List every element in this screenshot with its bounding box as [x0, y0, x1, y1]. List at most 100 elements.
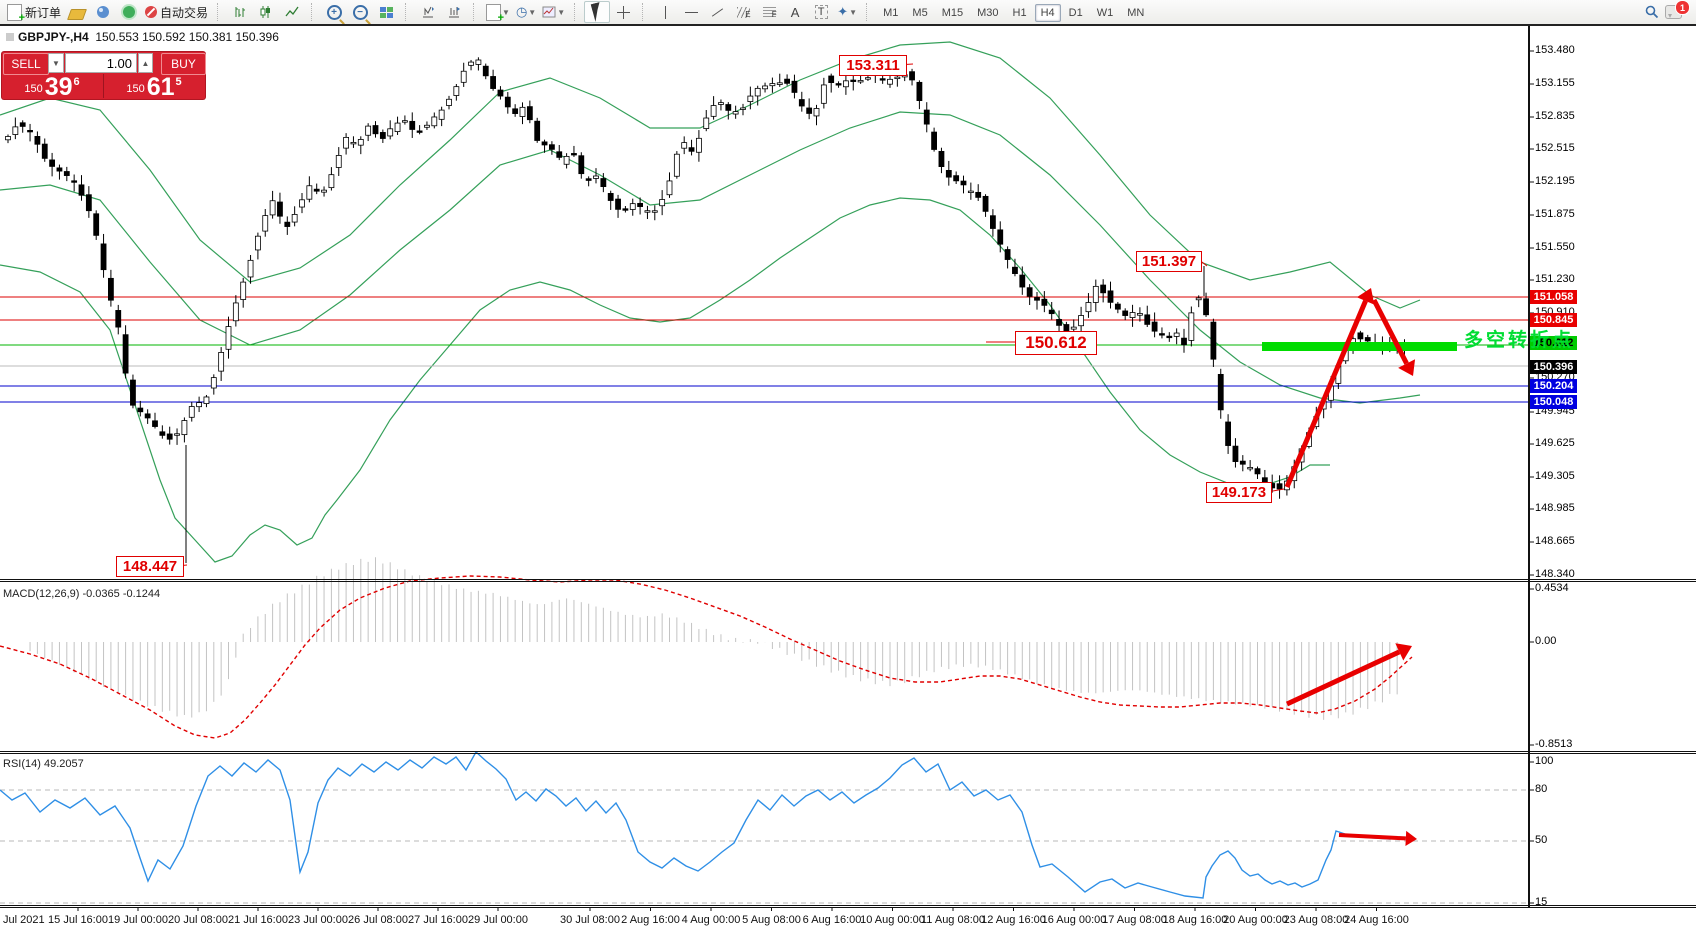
- zoom-out-button[interactable]: −: [347, 1, 373, 23]
- tf-button-M1[interactable]: M1: [883, 7, 899, 19]
- fibonacci-tool-button[interactable]: F: [756, 1, 782, 23]
- time-axis-label: 17 Aug 08:00: [1102, 914, 1167, 926]
- price-tick: 151.230: [1535, 273, 1575, 285]
- auto-trading-button[interactable]: 自动交易: [142, 1, 211, 23]
- line-chart-mode-button[interactable]: [279, 1, 305, 23]
- label-tool-button[interactable]: T: [808, 1, 834, 23]
- search-button[interactable]: [1639, 1, 1665, 23]
- price-tick: 149.625: [1535, 437, 1575, 449]
- cursor-tool-button[interactable]: [584, 1, 611, 23]
- chart-shift-button[interactable]: [415, 1, 441, 23]
- crosshair-tool-button[interactable]: [610, 1, 636, 23]
- tf-button-MN[interactable]: MN: [1127, 7, 1145, 19]
- fibonacci-icon: F: [762, 6, 777, 19]
- tf-button-D1[interactable]: D1: [1068, 7, 1083, 19]
- tf-button-M5[interactable]: M5: [912, 7, 928, 19]
- tf-button-H1[interactable]: H1: [1012, 7, 1027, 19]
- rsi-tick: 15: [1535, 896, 1548, 908]
- signal-icon: [123, 6, 136, 18]
- candlestick-icon: [260, 6, 271, 18]
- time-axis-label: 12 Aug 16:00: [981, 914, 1046, 926]
- tf-button-H4[interactable]: H4: [1034, 4, 1061, 22]
- accounts-button[interactable]: [90, 1, 116, 23]
- price-tick: 150.270: [1535, 371, 1575, 383]
- chart-shift-icon: [423, 6, 435, 18]
- chevron-up-icon: ▲: [141, 58, 150, 68]
- person-icon: [97, 6, 110, 18]
- chevron-down-icon: ▼: [502, 7, 510, 17]
- chevron-down-icon: ▼: [849, 7, 858, 17]
- tf-button-M30[interactable]: M30: [977, 7, 999, 19]
- time-axis-label: 2 Aug 16:00: [621, 914, 680, 926]
- auto-trading-label: 自动交易: [160, 5, 209, 20]
- hline-tool-button[interactable]: [678, 1, 704, 23]
- tf-button-W1[interactable]: W1: [1096, 7, 1114, 19]
- price-badge: 150.048: [1530, 395, 1577, 409]
- time-axis-label: 30 Jul 08:00: [560, 914, 620, 926]
- buy-button[interactable]: BUY: [161, 53, 206, 75]
- new-order-label: 新订单: [25, 5, 62, 20]
- period-button[interactable]: ◷ ▼: [513, 1, 539, 23]
- template-icon: [542, 6, 556, 18]
- one-click-trading-panel: SELL ▼ 1.00 ▲ BUY 150 39 6 150 61 5: [2, 52, 206, 101]
- turning-point-bar[interactable]: [1262, 342, 1457, 351]
- price-badge: 150.845: [1530, 313, 1577, 327]
- auto-trading-icon: [145, 6, 158, 18]
- tf-button-M15[interactable]: M15: [941, 7, 964, 19]
- trend-arrows: [1284, 288, 1417, 847]
- arrows-tool-button[interactable]: ✦ ▼: [834, 1, 860, 23]
- clock-icon: ◷: [515, 4, 528, 19]
- toolbar-separator: [473, 3, 479, 21]
- price-tick: 148.985: [1535, 502, 1575, 514]
- macd-signal-line: [0, 575, 1413, 739]
- label-tool-icon: T: [814, 5, 828, 19]
- tile-windows-icon: [379, 6, 393, 18]
- lot-increase-button[interactable]: ▲: [138, 53, 153, 73]
- rsi-gridlines: [0, 789, 1528, 904]
- price-tick: 153.155: [1535, 77, 1575, 89]
- price-tick: 151.550: [1535, 241, 1575, 253]
- vline-tool-button[interactable]: [652, 1, 678, 23]
- rsi-label: RSI(14) 49.2057: [3, 758, 84, 770]
- timeframe-toolbar: M1 M5 M15 M30 H1 H4 D1 W1 MN: [876, 3, 1151, 22]
- channel-tool-button[interactable]: E: [730, 1, 756, 23]
- horizontal-level-lines[interactable]: [0, 296, 1528, 403]
- zoom-in-icon: +: [326, 4, 342, 20]
- auto-scroll-icon: [449, 7, 461, 18]
- notifications-button[interactable]: 1: [1665, 0, 1690, 19]
- time-axis-label: 15 Jul 16:00: [48, 914, 108, 926]
- toolbar-separator: [311, 3, 317, 21]
- time-axis-label: 20 Jul 08:00: [168, 914, 228, 926]
- price-tick: 152.515: [1535, 142, 1575, 154]
- price-annotation: 150.612: [1015, 331, 1097, 355]
- auto-scroll-button[interactable]: [441, 1, 467, 23]
- zoom-in-button[interactable]: +: [321, 1, 347, 23]
- time-axis-label: 29 Jul 00:00: [468, 914, 528, 926]
- buy-price[interactable]: 150 61 5: [126, 73, 182, 101]
- tile-windows-button[interactable]: [373, 1, 399, 23]
- time-axis-label: 26 Jul 08:00: [348, 914, 408, 926]
- signals-button[interactable]: [116, 1, 142, 23]
- macd-tick: 0.4534: [1535, 582, 1569, 594]
- candlestick-mode-button[interactable]: [253, 1, 279, 23]
- lot-size-input[interactable]: 1.00: [65, 53, 137, 73]
- time-axis-label: 4 Aug 00:00: [681, 914, 741, 926]
- horizontal-line-icon: [684, 11, 698, 13]
- add-indicator-button[interactable]: + ▼: [483, 1, 513, 23]
- bar-chart-mode-button[interactable]: [227, 1, 253, 23]
- time-axis-label: Jul 2021: [3, 914, 45, 926]
- zoom-out-icon: −: [352, 4, 368, 20]
- sell-price[interactable]: 150 39 6: [24, 73, 80, 101]
- price-badge: 150.396: [1530, 360, 1577, 374]
- sell-button[interactable]: SELL: [3, 53, 49, 75]
- toolbar-divider: [0, 24, 1696, 26]
- new-order-button[interactable]: + 新订单: [4, 1, 64, 23]
- price-annotation: 148.447: [116, 556, 184, 577]
- macd-histogram: [29, 557, 1398, 720]
- price-divider: [103, 74, 104, 98]
- template-button[interactable]: ▼: [539, 1, 568, 23]
- lot-decrease-button[interactable]: ▼: [48, 53, 64, 73]
- text-tool-button[interactable]: A: [782, 1, 808, 23]
